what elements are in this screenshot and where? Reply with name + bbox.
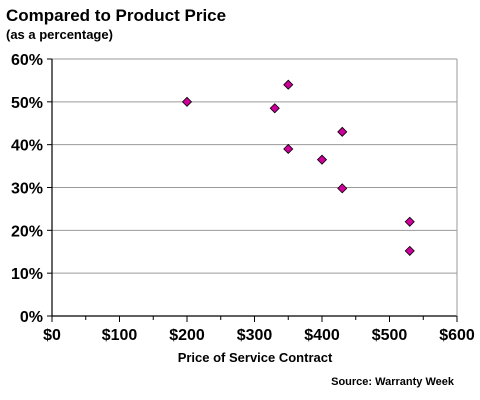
x-tick-label-1: $100: [102, 327, 138, 344]
x-tick-label-4: $400: [304, 327, 340, 344]
y-tick-label-2: 20%: [11, 223, 43, 240]
y-tick-label-4: 40%: [11, 138, 43, 155]
x-tick-label-2: $200: [169, 327, 205, 344]
data-point-5: [337, 126, 348, 137]
y-axis-ticks: 0% 10% 20% 30% 40% 50% 60%: [11, 52, 52, 326]
source-note: Source: Warranty Week: [331, 376, 455, 388]
data-point-7: [404, 216, 415, 227]
x-tick-label-0: $0: [43, 327, 61, 344]
data-point-6: [337, 183, 348, 194]
y-tick-label-0: 0%: [20, 309, 43, 326]
data-point-1: [269, 103, 280, 114]
y-tick-label-3: 30%: [11, 181, 43, 198]
x-tick-label-6: $600: [439, 327, 475, 344]
chart-subtitle: (as a percentage): [6, 27, 113, 42]
data-point-2: [283, 79, 294, 90]
data-point-3: [283, 143, 294, 155]
y-tick-label-1: 10%: [11, 266, 43, 283]
data-point-0: [181, 96, 193, 107]
x-axis-ticks: $0 $100 $200 $300 $400 $500 $600: [43, 316, 475, 344]
chart-title: Compared to Product Price: [6, 6, 226, 25]
gridlines: [52, 58, 457, 274]
x-tick-label-5: $500: [372, 327, 408, 344]
data-point-8: [404, 245, 415, 256]
x-tick-label-3: $300: [237, 327, 273, 344]
y-tick-label-6: 60%: [11, 52, 43, 69]
y-tick-label-5: 50%: [11, 95, 43, 112]
data-point-4: [316, 154, 328, 165]
x-axis-label: Price of Service Contract: [178, 350, 333, 365]
data-points: [181, 79, 415, 256]
